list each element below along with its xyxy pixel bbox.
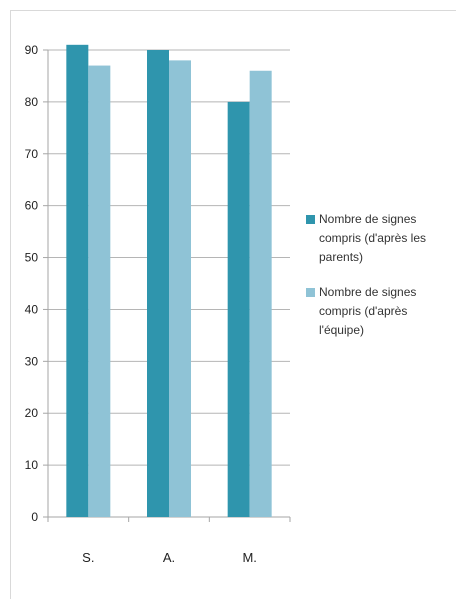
y-tick-label: 80 — [25, 95, 39, 109]
bar-m-series-2 — [249, 70, 272, 517]
axes — [43, 49, 291, 522]
bar-a-series-2 — [169, 60, 191, 517]
legend-item-parents: Nombre de signes compris (d'après les pa… — [306, 210, 452, 267]
y-tick-label: 30 — [25, 354, 39, 368]
bar-s-series-1 — [66, 44, 89, 518]
legend-label-parents: Nombre de signes compris (d'après les pa… — [319, 212, 426, 264]
legend-label-equipe: Nombre de signes compris (d'après l'équi… — [319, 285, 417, 337]
bar-a-series-1 — [147, 50, 169, 517]
bar-s-series-2 — [88, 65, 111, 518]
legend-item-equipe: Nombre de signes compris (d'après l'équi… — [306, 283, 452, 340]
x-category-label: S. — [82, 550, 94, 565]
y-tick-label: 0 — [31, 510, 38, 524]
y-tick-label: 90 — [25, 43, 39, 57]
y-tick-label: 40 — [25, 302, 39, 316]
y-tick-labels: 0 10 20 30 40 50 60 70 80 90 — [25, 43, 39, 524]
legend-swatch-equipe — [306, 288, 315, 297]
chart-frame — [10, 10, 456, 599]
y-tick-label: 50 — [25, 251, 39, 265]
y-tick-label: 20 — [25, 406, 39, 420]
x-category-label: A. — [163, 550, 175, 565]
y-tick-label: 60 — [25, 199, 39, 213]
x-category-label: M. — [242, 550, 256, 565]
bar-m-series-1 — [227, 101, 250, 517]
y-tick-label: 10 — [25, 458, 39, 472]
x-tick-labels: S. A. M. — [82, 550, 257, 565]
bars — [66, 44, 272, 518]
y-tick-label: 70 — [25, 147, 39, 161]
legend-swatch-parents — [306, 215, 315, 224]
legend: Nombre de signes compris (d'après les pa… — [306, 210, 452, 356]
